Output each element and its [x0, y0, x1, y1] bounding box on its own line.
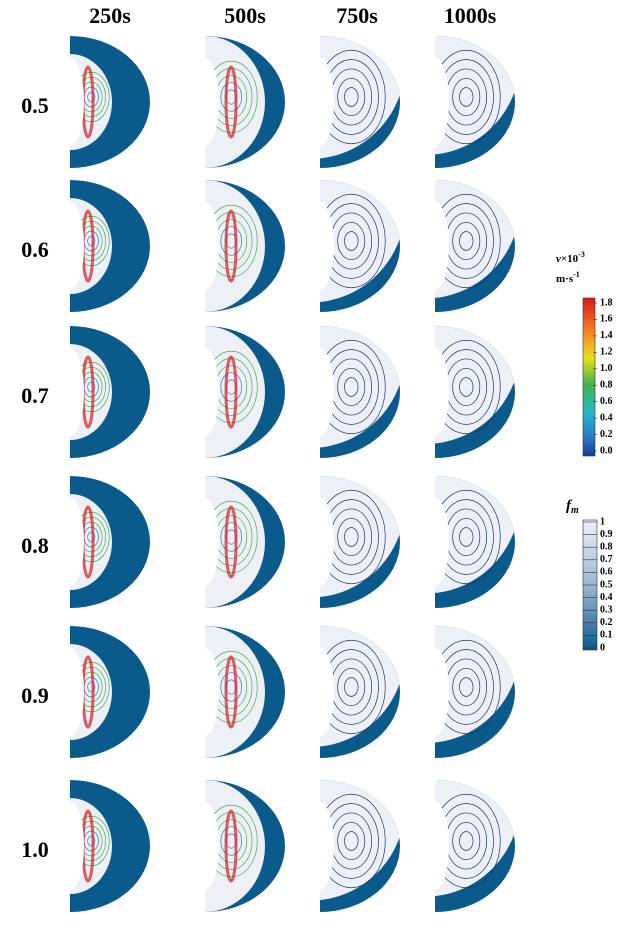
inner-hole [306, 58, 334, 146]
panel-grid: 250s 500s 750s 1000s 0.5 0.6 0.7 0.8 0.9 1.0 [21, 0, 520, 912]
inner-hole [421, 498, 449, 586]
inner-hole [56, 648, 84, 736]
inner-hole [421, 802, 449, 890]
inner-hole [56, 202, 84, 290]
velocity-tick-label: 1.2 [600, 347, 613, 358]
velocity-tick-label: 0.4 [600, 412, 613, 423]
inner-hole [306, 648, 334, 736]
inner-hole [56, 58, 84, 146]
simulation-panel [145, 36, 285, 168]
inner-hole [421, 348, 449, 436]
inner-hole [306, 202, 334, 290]
fraction-tick-label: 0.6 [600, 567, 613, 578]
velocity-tick-label: 1.6 [600, 314, 613, 325]
fraction-tick-label: 0.1 [600, 630, 613, 641]
inner-hole [191, 58, 219, 146]
inner-hole [191, 202, 219, 290]
inner-hole [191, 348, 219, 436]
column-header: 750s [336, 3, 378, 28]
inner-hole [56, 498, 84, 586]
row-label: 0.7 [21, 383, 49, 408]
velocity-colorbar [583, 298, 595, 456]
inner-hole [421, 202, 449, 290]
inner-hole [56, 802, 84, 890]
fraction-legend-title: fm [566, 498, 579, 516]
row-label: 0.8 [21, 533, 49, 558]
inner-hole [191, 498, 219, 586]
fraction-tick-label: 0.8 [600, 541, 613, 552]
simulation-panel [145, 476, 285, 608]
inner-hole [421, 648, 449, 736]
velocity-tick-label: 0.2 [600, 429, 613, 440]
fraction-tick-label: 0.2 [600, 617, 613, 628]
velocity-tick-label: 0.0 [600, 445, 613, 456]
simulation-panel [145, 326, 285, 458]
fraction-tick-label: 0.5 [600, 579, 613, 590]
velocity-legend-title: v×10-3 [556, 250, 585, 265]
column-header: 1000s [444, 3, 497, 28]
fraction-tick-label: 1 [600, 516, 605, 527]
inner-hole [306, 498, 334, 586]
velocity-legend-unit: m·s-1 [556, 270, 580, 285]
legends: v×10-3 m·s-1 fm 1.8 1.6 1.4 1.2 1.0 0.8 0.6 0.4… [556, 250, 613, 653]
row-label: 0.5 [21, 93, 49, 118]
fraction-tick-label: 0.3 [600, 604, 613, 615]
inner-hole [306, 802, 334, 890]
inner-hole [191, 648, 219, 736]
simulation-panel [145, 180, 285, 312]
velocity-tick-label: 1.8 [600, 297, 613, 308]
velocity-tick-label: 1.0 [600, 363, 613, 374]
simulation-panel [145, 626, 285, 758]
fraction-tick-label: 0.9 [600, 529, 613, 540]
column-header: 250s [89, 3, 131, 28]
row-label: 0.9 [21, 683, 49, 708]
velocity-tick-label: 0.6 [600, 396, 613, 407]
column-header: 500s [224, 3, 266, 28]
row-label: 1.0 [21, 837, 49, 862]
inner-hole [421, 58, 449, 146]
velocity-tick-label: 1.4 [600, 330, 613, 341]
fraction-tick-label: 0.4 [600, 592, 613, 603]
row-label: 0.6 [21, 237, 49, 262]
inner-hole [191, 802, 219, 890]
fraction-tick-label: 0 [600, 642, 605, 653]
fraction-tick-label: 0.7 [600, 554, 613, 565]
inner-hole [56, 348, 84, 436]
simulation-panel [145, 780, 285, 912]
inner-hole [306, 348, 334, 436]
figure: 250s500s750s1000s0.50.60.70.80.91.0 v×10… [0, 0, 618, 952]
velocity-tick-label: 0.8 [600, 380, 613, 391]
